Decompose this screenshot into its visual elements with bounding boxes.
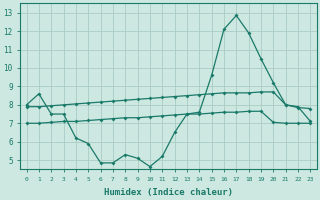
X-axis label: Humidex (Indice chaleur): Humidex (Indice chaleur) <box>104 188 233 197</box>
